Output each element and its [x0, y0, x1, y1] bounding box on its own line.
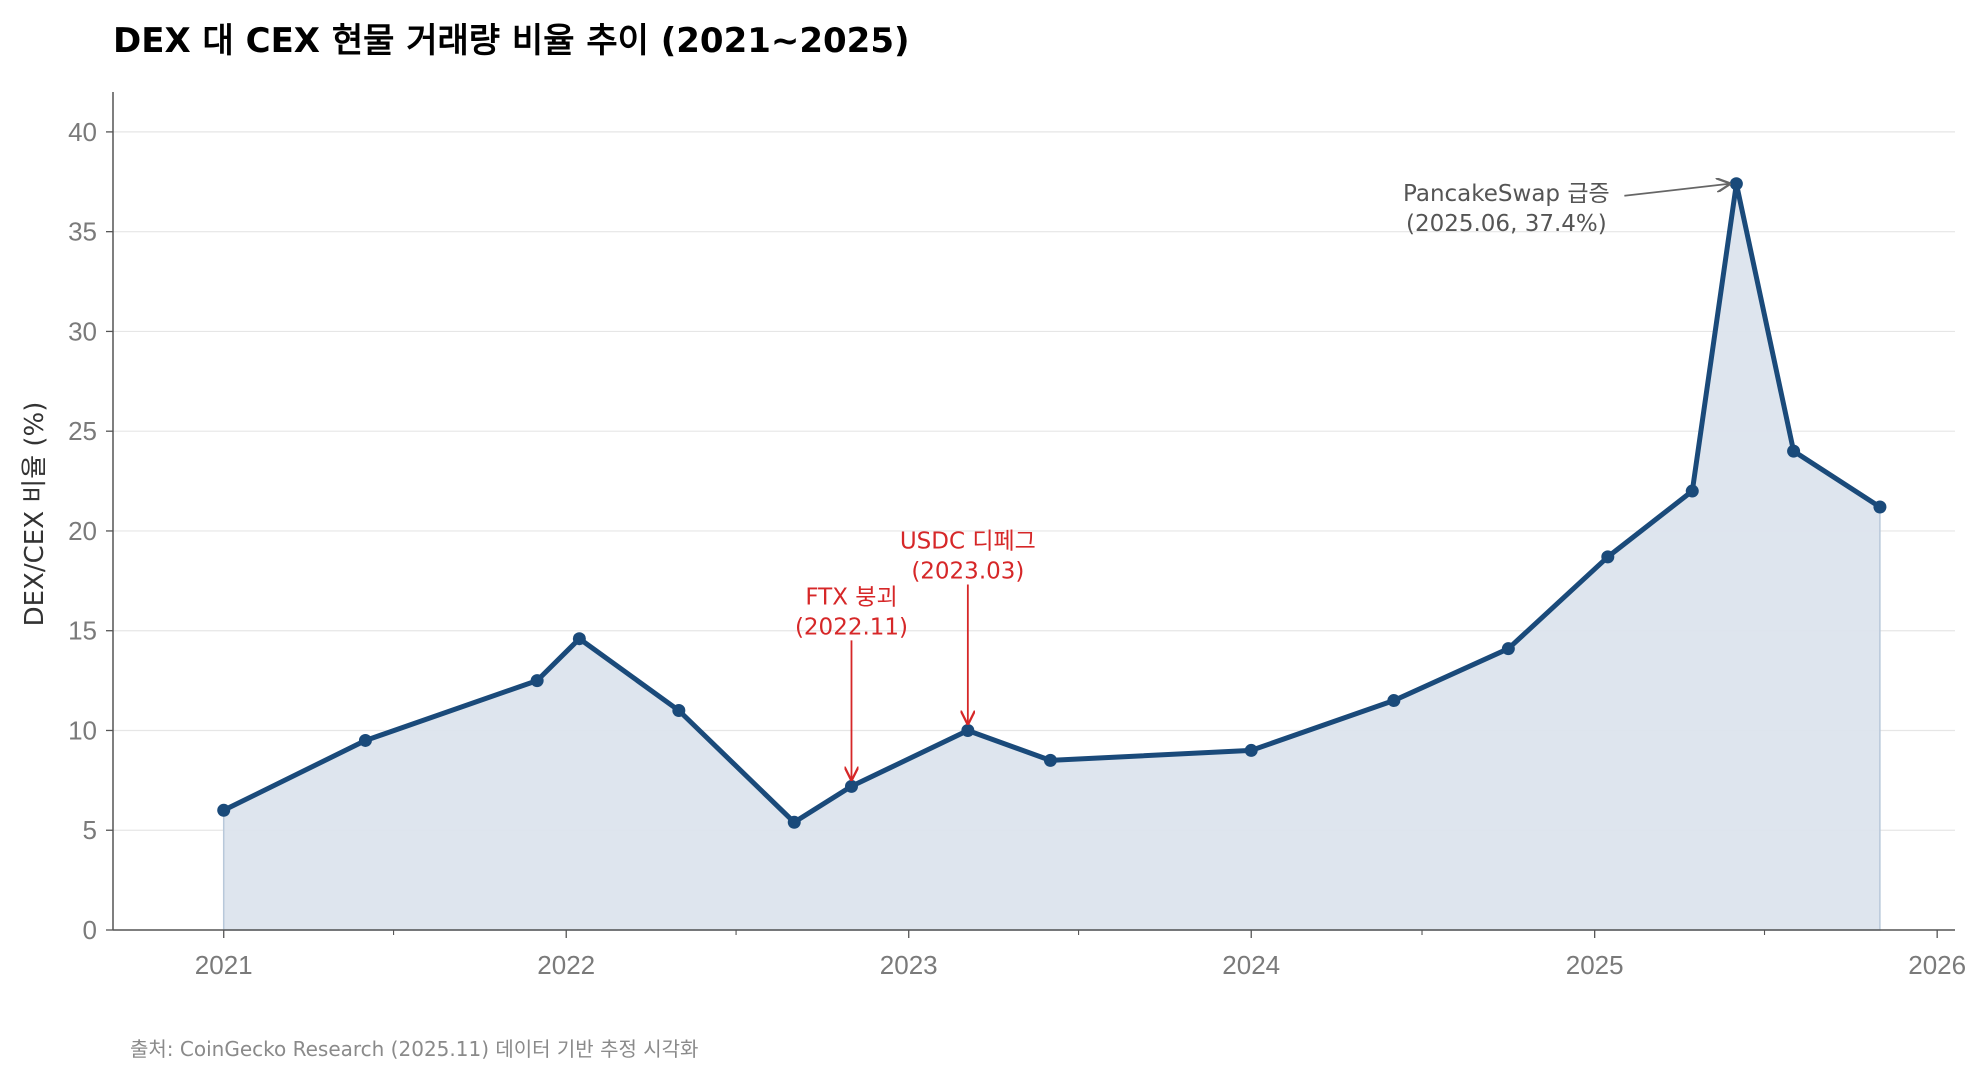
y-tick-label: 5 — [83, 815, 97, 845]
y-tick-label: 25 — [68, 416, 97, 446]
data-point — [1685, 484, 1699, 498]
data-point — [787, 815, 801, 829]
data-point — [1873, 500, 1887, 514]
source-note: 출처: CoinGecko Research (2025.11) 데이터 기반 … — [130, 1037, 698, 1061]
y-tick-label: 35 — [68, 217, 97, 247]
data-point — [217, 803, 231, 817]
y-axis-label: DEX/CEX 비율 (%) — [20, 402, 50, 627]
data-point — [572, 632, 586, 646]
data-point — [844, 779, 858, 793]
chart-title: DEX 대 CEX 현물 거래량 비율 추이 (2021~2025) — [113, 21, 910, 61]
x-tick-label: 2025 — [1566, 950, 1624, 980]
data-point — [1501, 642, 1515, 656]
annotation: USDC 디페그 (2023.03) — [900, 528, 1036, 723]
annotations: FTX 붕괴 (2022.11) USDC 디페그 (2023.03) PancakeS… — [795, 181, 1729, 780]
x-tick-label: 2023 — [880, 950, 938, 980]
annotation-text: USDC 디페그 — [900, 528, 1036, 554]
annotation-text: (2022.11) — [795, 614, 908, 640]
annotation-arrow — [1624, 184, 1729, 197]
x-tick-label: 2021 — [195, 950, 253, 980]
data-point — [1244, 743, 1258, 757]
x-axis-ticks: 2021 2022 2023 2024 2025 2026 — [195, 930, 1966, 980]
x-tick-label: 2026 — [1908, 950, 1966, 980]
data-point — [1787, 444, 1801, 458]
data-point — [1387, 694, 1401, 708]
y-tick-label: 40 — [68, 117, 97, 147]
annotation-text: PancakeSwap 급증 — [1403, 181, 1610, 207]
y-axis-ticks: 0 5 10 15 20 25 30 35 40 — [68, 117, 113, 945]
data-point — [1043, 753, 1057, 767]
annotation-text: (2025.06, 37.4%) — [1406, 211, 1607, 237]
x-tick-label: 2024 — [1222, 950, 1280, 980]
series-area-fill — [222, 183, 1881, 931]
data-point — [530, 674, 544, 688]
y-tick-label: 20 — [68, 516, 97, 546]
x-tick-label: 2022 — [537, 950, 595, 980]
data-point — [961, 723, 975, 737]
annotation-text: FTX 붕괴 — [805, 584, 897, 610]
data-point — [1601, 550, 1615, 564]
data-point — [358, 733, 372, 747]
y-tick-label: 15 — [68, 616, 97, 646]
series-points — [217, 177, 1887, 829]
annotation: FTX 붕괴 (2022.11) — [795, 584, 908, 779]
annotation: PancakeSwap 급증 (2025.06, 37.4%) — [1403, 181, 1729, 237]
data-point — [1729, 177, 1743, 191]
data-point — [672, 704, 686, 718]
y-tick-label: 10 — [68, 715, 97, 745]
y-tick-label: 30 — [68, 316, 97, 346]
y-tick-label: 0 — [83, 915, 97, 945]
annotation-text: (2023.03) — [911, 558, 1024, 584]
